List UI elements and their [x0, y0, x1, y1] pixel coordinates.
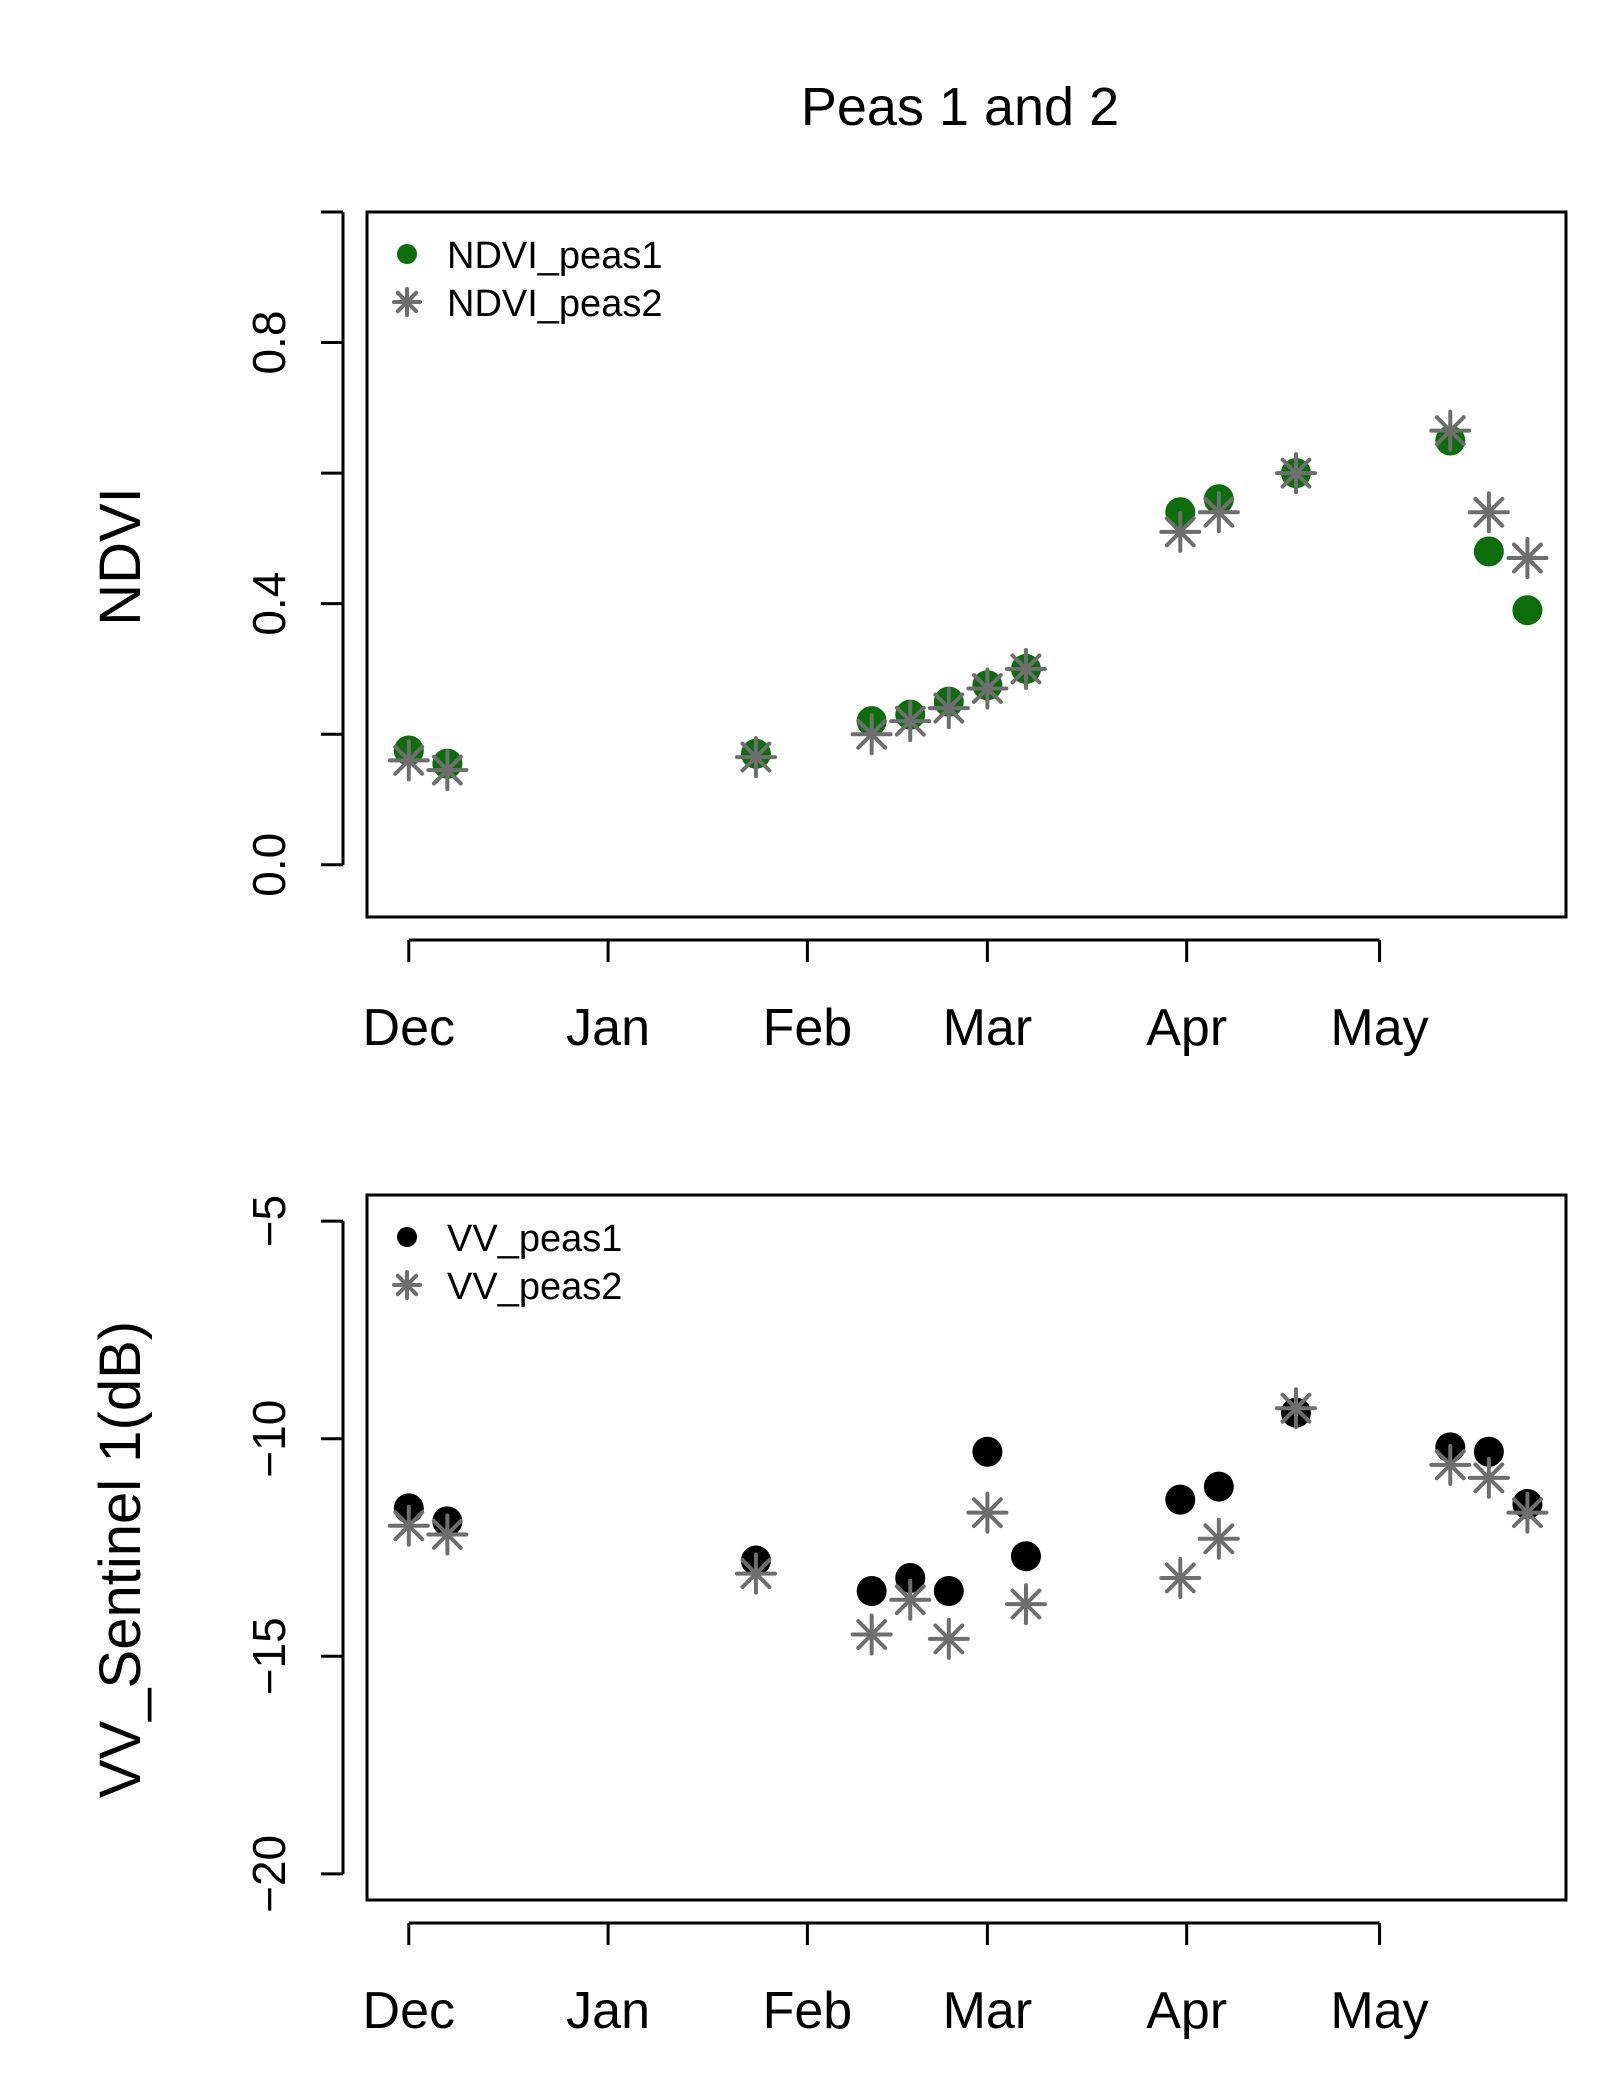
legend-label: NDVI_peas1	[447, 235, 662, 277]
y-tick-label: 0.8	[243, 311, 295, 375]
data-point-NDVI_peas2	[966, 667, 1009, 710]
x-tick-label: Mar	[943, 1982, 1033, 2040]
data-point-NDVI_peas2	[1159, 510, 1202, 553]
data-point-VV_peas2	[1159, 1556, 1202, 1599]
data-point-VV_peas1	[933, 1576, 964, 1607]
data-point-NDVI_peas2	[387, 739, 430, 782]
data-point-NDVI_peas2	[927, 687, 970, 730]
data-point-VV_peas2	[927, 1617, 970, 1660]
x-tick-label: Mar	[943, 999, 1033, 1057]
x-tick-label: May	[1330, 1982, 1428, 2040]
data-point-VV_peas2	[966, 1491, 1009, 1534]
data-point-NDVI_peas2	[1467, 491, 1510, 534]
y-axis-title: NDVI	[88, 487, 153, 626]
data-point-VV_peas2	[889, 1578, 932, 1621]
data-point-VV_peas1	[1203, 1471, 1234, 1502]
data-point-VV_peas2	[850, 1613, 893, 1656]
x-tick-label: Apr	[1146, 999, 1227, 1057]
x-tick-label: Apr	[1146, 1982, 1227, 2040]
data-point-NDVI_peas2	[1506, 536, 1549, 579]
vv-panel: Dec Jan Feb Mar Apr May −20 −15 −10 −5 VV_Sentinel…	[88, 1193, 1568, 2040]
data-point-NDVI_peas2	[1197, 491, 1240, 534]
legend-label: VV_peas1	[447, 1218, 622, 1260]
data-point-NDVI_peas2	[850, 713, 893, 756]
data-point-VV_peas1	[972, 1436, 1003, 1467]
data-point-VV_peas2	[1429, 1443, 1472, 1486]
plot-frame	[365, 1193, 1568, 1902]
chart-title: Peas 1 and 2	[801, 77, 1119, 137]
y-tick-label: −10	[243, 1400, 295, 1478]
data-point-VV_peas2	[1467, 1456, 1510, 1499]
data-point-NDVI_peas1	[1512, 595, 1543, 626]
x-tick-label: Jan	[566, 999, 650, 1057]
x-tick-label: Dec	[363, 999, 455, 1057]
legend-label: NDVI_peas2	[447, 283, 662, 325]
data-point-NDVI_peas2	[1429, 409, 1472, 452]
ndvi-panel: Dec Jan Feb Mar Apr May 0.0 0.4 0.8 NDVI NDVI_peas…	[88, 210, 1568, 1057]
plot-frame	[365, 210, 1568, 919]
y-axis-title: VV_Sentinel 1(dB)	[88, 1321, 153, 1798]
y-tick-label: 0.0	[243, 833, 295, 897]
data-point-VV_peas2	[1506, 1491, 1549, 1534]
legend-symbol-dot	[397, 1227, 417, 1247]
data-point-VV_peas1	[1473, 1436, 1504, 1467]
data-point-NDVI_peas2	[1004, 647, 1047, 690]
data-point-VV_peas2	[1197, 1517, 1240, 1560]
legend-symbol-star	[392, 287, 422, 317]
data-point-VV_peas1	[1010, 1541, 1041, 1572]
data-point-NDVI_peas2	[734, 736, 777, 779]
data-point-VV_peas2	[734, 1552, 777, 1595]
x-tick-label: Jan	[566, 1982, 650, 2040]
x-tick-label: May	[1330, 999, 1428, 1057]
data-point-VV_peas1	[895, 1562, 926, 1593]
x-tick-label: Dec	[363, 1982, 455, 2040]
legend-symbol-star	[392, 1270, 422, 1300]
data-point-VV_peas2	[1004, 1583, 1047, 1626]
data-point-NDVI_peas2	[426, 749, 469, 792]
legend-label: VV_peas2	[447, 1266, 622, 1308]
y-tick-label: −20	[243, 1835, 295, 1913]
y-tick-label: 0.4	[243, 572, 295, 636]
y-tick-label: −5	[243, 1195, 295, 1247]
legend-symbol-dot	[397, 244, 417, 264]
data-point-VV_peas2	[1274, 1387, 1317, 1430]
data-point-VV_peas2	[426, 1513, 469, 1556]
x-tick-label: Feb	[763, 999, 853, 1057]
data-point-VV_peas1	[856, 1576, 887, 1607]
data-point-NDVI_peas2	[889, 700, 932, 743]
y-tick-label: −15	[243, 1617, 295, 1695]
data-point-VV_peas2	[387, 1504, 430, 1547]
data-point-NDVI_peas1	[1473, 536, 1504, 567]
x-tick-label: Feb	[763, 1982, 853, 2040]
data-point-NDVI_peas2	[1274, 452, 1317, 495]
data-point-VV_peas1	[1165, 1484, 1196, 1515]
